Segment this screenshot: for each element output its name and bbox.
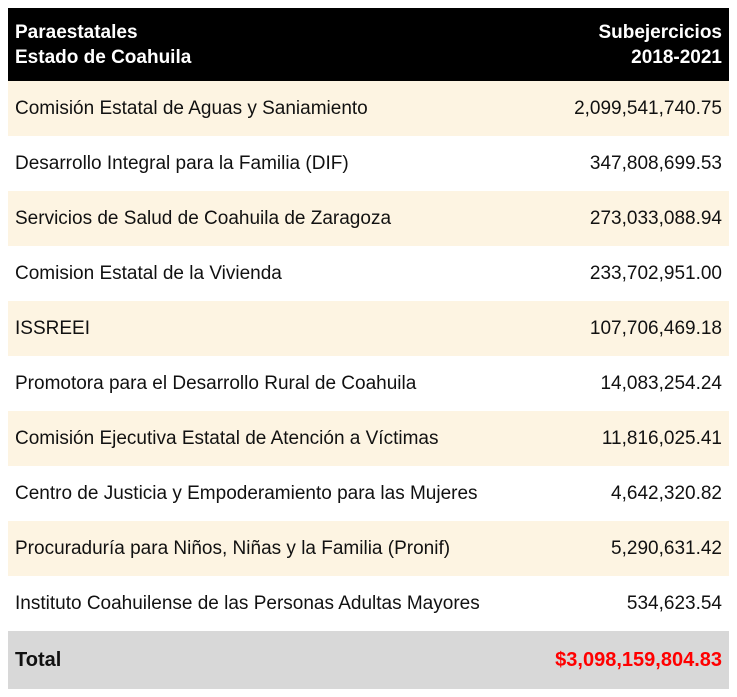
row-name: Comisión Ejecutiva Estatal de Atención a…	[15, 427, 439, 449]
row-value: 273,033,088.94	[589, 207, 722, 229]
row-value: 347,808,699.53	[589, 152, 722, 174]
subejercicios-table: Paraestatales Estado de Coahuila Subejer…	[8, 8, 729, 689]
row-value: 5,290,631.42	[611, 537, 722, 559]
row-name: Procuraduría para Niños, Niñas y la Fami…	[15, 537, 451, 559]
table-row: Comisión Ejecutiva Estatal de Atención a…	[8, 411, 729, 466]
header-subtitle: Estado de Coahuila	[15, 46, 192, 68]
header-left: Paraestatales Estado de Coahuila	[15, 20, 191, 70]
row-value: 2,099,541,740.75	[574, 97, 722, 119]
table-row: Comision Estatal de la Vivienda 233,702,…	[8, 246, 729, 301]
header-title: Paraestatales	[15, 21, 138, 43]
total-row: Total $3,098,159,804.83	[8, 631, 729, 689]
header-column-title: Subejercicios	[598, 21, 722, 43]
table-row: Instituto Coahuilense de las Personas Ad…	[8, 576, 729, 631]
row-name: Instituto Coahuilense de las Personas Ad…	[15, 592, 480, 614]
row-name: Desarrollo Integral para la Familia (DIF…	[15, 152, 349, 174]
table-row: Procuraduría para Niños, Niñas y la Fami…	[8, 521, 729, 576]
row-value: 4,642,320.82	[611, 482, 722, 504]
table-row: Centro de Justicia y Empoderamiento para…	[8, 466, 729, 521]
table-row: Servicios de Salud de Coahuila de Zarago…	[8, 191, 729, 246]
row-value: 107,706,469.18	[589, 317, 722, 339]
total-label: Total	[15, 648, 62, 671]
row-value: 534,623.54	[626, 592, 722, 614]
table-header: Paraestatales Estado de Coahuila Subejer…	[8, 8, 729, 81]
row-name: Promotora para el Desarrollo Rural de Co…	[15, 372, 417, 394]
row-value: 14,083,254.24	[600, 372, 722, 394]
table-row: Comisión Estatal de Aguas y Saniamiento …	[8, 81, 729, 136]
table-row: Desarrollo Integral para la Familia (DIF…	[8, 136, 729, 191]
header-column-period: 2018-2021	[631, 46, 722, 68]
row-name: Comisión Estatal de Aguas y Saniamiento	[15, 97, 368, 119]
row-value: 11,816,025.41	[601, 427, 722, 449]
row-name: Servicios de Salud de Coahuila de Zarago…	[15, 207, 392, 229]
row-name: Centro de Justicia y Empoderamiento para…	[15, 482, 478, 504]
total-value: $3,098,159,804.83	[555, 648, 722, 671]
header-right: Subejercicios 2018-2021	[598, 20, 722, 70]
row-name: ISSREEI	[15, 317, 90, 339]
table-row: ISSREEI 107,706,469.18	[8, 301, 729, 356]
row-value: 233,702,951.00	[589, 262, 722, 284]
row-name: Comision Estatal de la Vivienda	[15, 262, 282, 284]
table-row: Promotora para el Desarrollo Rural de Co…	[8, 356, 729, 411]
